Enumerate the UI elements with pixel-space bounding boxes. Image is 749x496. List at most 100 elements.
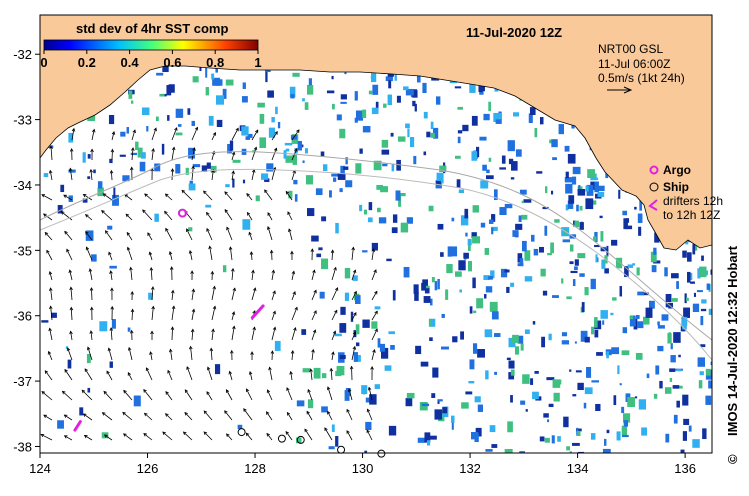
sst-patch xyxy=(547,419,550,423)
sst-patch xyxy=(579,222,584,230)
sst-patch xyxy=(465,232,468,237)
sst-patch xyxy=(671,298,678,302)
current-source: NRT00 GSL xyxy=(598,42,663,56)
current-arrow xyxy=(169,251,173,261)
sst-patch xyxy=(485,370,489,380)
sst-patch xyxy=(606,351,609,359)
sst-patch xyxy=(491,311,499,320)
current-arrow-head xyxy=(290,250,294,255)
sst-patch xyxy=(490,270,495,279)
sst-patch xyxy=(649,300,655,309)
current-arrow-head xyxy=(252,287,257,292)
current-arrow-head xyxy=(106,370,110,375)
sst-patch xyxy=(277,121,281,129)
sst-patch xyxy=(406,217,413,224)
sst-patch xyxy=(667,333,672,344)
sst-patch xyxy=(710,269,712,275)
current-arrow xyxy=(310,369,313,381)
copyright-icon: © xyxy=(725,454,740,464)
sst-patch xyxy=(454,86,462,89)
sst-patch xyxy=(365,421,372,430)
sst-patch xyxy=(67,359,72,369)
sst-patch xyxy=(227,143,232,154)
current-arrow xyxy=(267,212,273,221)
current-arrow-head xyxy=(102,193,107,197)
sst-patch xyxy=(472,205,479,213)
current-arrow xyxy=(324,427,333,441)
current-arrow xyxy=(110,327,113,341)
current-arrow-head xyxy=(164,193,169,198)
current-arrow xyxy=(331,331,336,341)
sst-patch xyxy=(225,79,234,86)
sst-patch xyxy=(43,173,49,178)
sst-patch xyxy=(354,117,358,123)
current-arrow xyxy=(210,348,213,361)
sst-patch xyxy=(625,225,633,230)
current-arrow xyxy=(165,413,173,421)
sst-patch xyxy=(311,235,319,242)
current-arrow-head xyxy=(129,266,133,271)
current-arrow xyxy=(226,389,233,401)
current-arrow-head xyxy=(231,311,236,315)
current-arrow-head xyxy=(285,190,290,195)
sst-patch xyxy=(377,338,381,348)
sst-patch xyxy=(371,321,378,329)
current-arrow xyxy=(291,307,298,321)
current-arrow-head xyxy=(273,147,278,152)
sst-patch xyxy=(109,361,113,368)
current-arrow xyxy=(266,433,273,441)
current-vectors xyxy=(40,126,378,441)
current-arrow xyxy=(151,286,154,301)
current-arrow-head xyxy=(167,369,171,374)
current-arrow xyxy=(149,252,153,261)
sst-patch xyxy=(637,213,643,223)
sst-patch xyxy=(336,366,345,376)
sst-patch xyxy=(242,219,251,230)
sst-patch xyxy=(275,106,278,115)
current-arrow xyxy=(206,212,213,221)
current-arrow-head xyxy=(108,251,112,256)
x-tick-label: 136 xyxy=(674,461,696,476)
sst-patch xyxy=(519,189,527,195)
sst-patch xyxy=(208,115,214,126)
sst-patch xyxy=(670,343,673,350)
current-arrow xyxy=(191,127,198,141)
sst-patch xyxy=(491,444,498,448)
sst-patch xyxy=(119,154,126,157)
sst-patch xyxy=(594,317,598,328)
sst-patch xyxy=(367,217,373,223)
current-arrow xyxy=(290,371,293,381)
current-arrow-head xyxy=(349,365,354,370)
current-arrow xyxy=(147,232,153,241)
sst-patch xyxy=(377,207,381,213)
current-arrow xyxy=(330,368,333,381)
sst-patch xyxy=(206,162,211,169)
sst-patch xyxy=(159,94,165,97)
sst-patch xyxy=(661,314,669,321)
sst-patch xyxy=(621,425,628,436)
current-arrow xyxy=(206,228,213,241)
current-arrow-head xyxy=(331,351,335,356)
current-arrow xyxy=(371,269,377,281)
sst-patch xyxy=(381,347,389,359)
current-arrow xyxy=(41,391,53,401)
sst-patch xyxy=(392,214,398,223)
sst-patch xyxy=(434,409,442,420)
current-arrow xyxy=(70,331,73,341)
sst-patch xyxy=(472,277,476,289)
current-arrow xyxy=(183,431,193,441)
sst-patch xyxy=(561,278,564,284)
sst-patch xyxy=(465,391,473,395)
sst-patch xyxy=(525,409,528,412)
sst-patch xyxy=(458,260,466,271)
current-arrow xyxy=(85,231,93,241)
date-title: 11-Jul-2020 12Z xyxy=(466,25,562,40)
current-arrow-head xyxy=(367,386,372,391)
sst-patch xyxy=(646,373,650,379)
sst-patch xyxy=(688,425,692,432)
sst-patch xyxy=(68,195,73,202)
sst-patch xyxy=(293,179,298,185)
bathymetry-contour xyxy=(40,151,712,341)
sst-patch xyxy=(572,442,580,446)
sst-patch xyxy=(379,343,386,352)
